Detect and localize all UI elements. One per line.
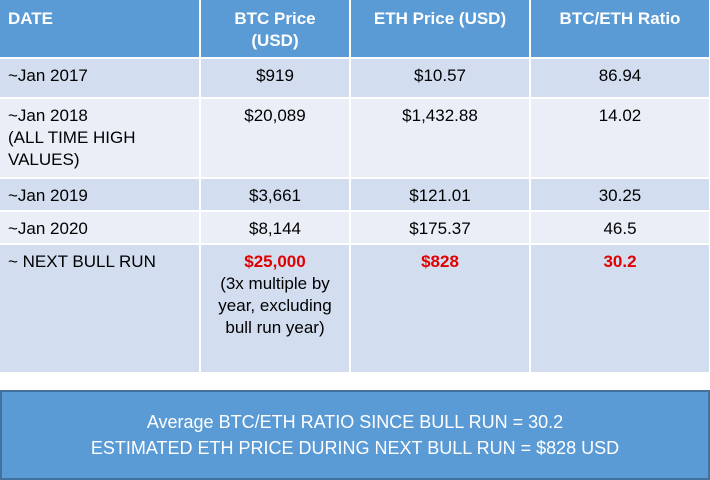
table-cell: $10.57 bbox=[350, 58, 531, 99]
table-cell: ~Jan 2018 (ALL TIME HIGH VALUES) bbox=[0, 98, 201, 179]
table-cell: $919 bbox=[200, 58, 351, 99]
table-row: ~Jan 2019 $3,661 $121.01 30.25 bbox=[0, 178, 710, 212]
header-cell: ETH Price (USD) bbox=[350, 0, 531, 59]
table-body: ~Jan 2017 $919 $10.57 86.94 ~Jan 2018 (ALL T… bbox=[0, 58, 710, 374]
cell-text: 86.94 bbox=[598, 66, 642, 85]
table-row: ~Jan 2018 (ALL TIME HIGH VALUES) $20,089 $… bbox=[0, 98, 710, 179]
table-cell: 86.94 bbox=[530, 58, 710, 99]
table-cell: ~Jan 2017 bbox=[0, 58, 201, 99]
cell-text: 14.02 bbox=[598, 106, 642, 125]
table-cell: $25,000 (3x multiple by year, excluding b… bbox=[200, 244, 351, 374]
cell-text: 30.25 bbox=[598, 186, 642, 205]
cell-text: $828 bbox=[421, 252, 459, 271]
price-table: DATE BTC Price (USD) ETH Price (USD) BTC/ET… bbox=[0, 0, 710, 374]
cell-text: $175.37 bbox=[409, 219, 471, 238]
cell-text: ~Jan 2018 (ALL TIME HIGH VALUES) bbox=[8, 106, 136, 169]
table-cell: $1,432.88 bbox=[350, 98, 531, 179]
table-row: ~ NEXT BULL RUN $25,000 (3x multiple by ye… bbox=[0, 244, 710, 374]
table-cell: $828 bbox=[350, 244, 531, 374]
cell-text: $919 bbox=[256, 66, 294, 85]
header-cell: BTC Price (USD) bbox=[200, 0, 351, 59]
cell-text: $3,661 bbox=[249, 186, 301, 205]
header-row: DATE BTC Price (USD) ETH Price (USD) BTC/ET… bbox=[0, 0, 710, 59]
cell-text: ~Jan 2019 bbox=[8, 186, 88, 205]
table-row: ~Jan 2020 $8,144 $175.37 46.5 bbox=[0, 211, 710, 245]
table-cell: 30.2 bbox=[530, 244, 710, 374]
table-cell: $3,661 bbox=[200, 178, 351, 212]
table-cell: ~ NEXT BULL RUN bbox=[0, 244, 201, 374]
cell-text: ~Jan 2020 bbox=[8, 219, 88, 238]
cell-text: $20,089 bbox=[244, 106, 306, 125]
table-cell: ~Jan 2020 bbox=[0, 211, 201, 245]
table-cell: $175.37 bbox=[350, 211, 531, 245]
summary-box: Average BTC/ETH RATIO SINCE BULL RUN = 3… bbox=[0, 390, 710, 480]
summary-line: Average BTC/ETH RATIO SINCE BULL RUN = 3… bbox=[146, 412, 564, 432]
table-cell: $8,144 bbox=[200, 211, 351, 245]
cell-note: (3x multiple by year, excluding bull run… bbox=[218, 274, 332, 337]
table-row: ~Jan 2017 $919 $10.57 86.94 bbox=[0, 58, 710, 99]
table-cell: 30.25 bbox=[530, 178, 710, 212]
header-cell: DATE bbox=[0, 0, 201, 59]
summary-line: ESTIMATED ETH PRICE DURING NEXT BULL RUN… bbox=[90, 438, 620, 458]
table-cell: ~Jan 2019 bbox=[0, 178, 201, 212]
cell-text: $121.01 bbox=[409, 186, 471, 205]
table-cell: 14.02 bbox=[530, 98, 710, 179]
table-cell: 46.5 bbox=[530, 211, 710, 245]
table-cell: $20,089 bbox=[200, 98, 351, 179]
cell-text: ~Jan 2017 bbox=[8, 66, 88, 85]
cell-text: 30.2 bbox=[603, 252, 637, 271]
cell-text: $8,144 bbox=[249, 219, 301, 238]
cell-text: $1,432.88 bbox=[402, 106, 478, 125]
table-cell: $121.01 bbox=[350, 178, 531, 212]
cell-text: $10.57 bbox=[414, 66, 466, 85]
header-cell: BTC/ETH Ratio bbox=[530, 0, 710, 59]
cell-text: $25,000 bbox=[244, 252, 306, 271]
cell-text: 46.5 bbox=[603, 219, 637, 238]
cell-text: ~ NEXT BULL RUN bbox=[8, 252, 156, 271]
